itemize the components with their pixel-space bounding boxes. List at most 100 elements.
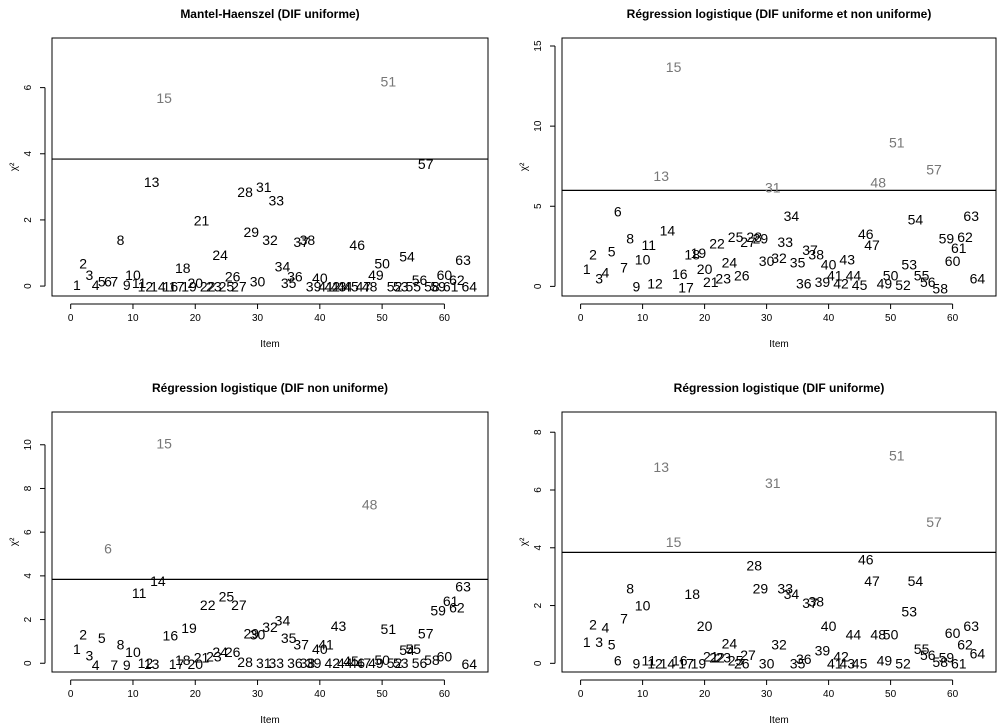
data-point-item-32: 32 — [262, 619, 278, 635]
data-point-item-29: 29 — [244, 626, 260, 642]
data-point-item-47: 47 — [864, 573, 880, 589]
data-point-item-42: 42 — [833, 648, 849, 664]
data-point-item-3: 3 — [85, 267, 93, 283]
data-point-item-24: 24 — [212, 247, 228, 263]
data-point-item-8: 8 — [626, 580, 634, 596]
data-point-item-8: 8 — [117, 636, 125, 652]
data-point-item-13: 13 — [144, 174, 160, 190]
data-point-item-49: 49 — [368, 655, 384, 671]
x-tick-label: 30 — [761, 689, 773, 700]
data-point-item-21: 21 — [194, 650, 210, 666]
y-tick-label: 2 — [23, 217, 34, 223]
data-point-item-22: 22 — [709, 235, 725, 251]
data-point-item-21: 21 — [703, 274, 719, 290]
data-point-item-51: 51 — [889, 134, 905, 150]
data-point-item-40: 40 — [312, 641, 328, 657]
x-axis-label: Item — [769, 339, 788, 350]
data-point-item-40: 40 — [821, 618, 837, 634]
data-point-item-13: 13 — [653, 459, 669, 475]
data-point-item-63: 63 — [455, 252, 471, 268]
y-tick-label: 0 — [533, 660, 544, 666]
data-point-item-11: 11 — [642, 237, 657, 253]
chart-title: Régression logistique (DIF uniforme) — [674, 381, 885, 395]
data-point-item-42: 42 — [833, 275, 849, 291]
data-point-item-41: 41 — [318, 636, 334, 652]
data-point-item-45: 45 — [343, 653, 359, 669]
y-tick-label: 2 — [533, 602, 544, 608]
x-tick-label: 40 — [823, 689, 835, 700]
data-point-item-11: 11 — [132, 275, 147, 291]
data-point-item-5: 5 — [98, 630, 106, 646]
data-point-item-53: 53 — [901, 603, 917, 619]
y-axis-label: χ² — [9, 537, 20, 546]
plot-frame — [561, 411, 997, 673]
data-point-item-8: 8 — [626, 231, 634, 247]
data-point-item-6: 6 — [104, 273, 112, 289]
data-point-item-22: 22 — [709, 650, 725, 666]
data-point-item-10: 10 — [635, 251, 651, 267]
x-tick-label: 50 — [885, 313, 897, 324]
data-point-item-26: 26 — [734, 655, 750, 671]
data-point-item-54: 54 — [399, 642, 415, 658]
data-point-item-47: 47 — [864, 237, 880, 253]
data-point-item-15: 15 — [666, 59, 682, 75]
data-point-item-44: 44 — [337, 655, 353, 671]
data-point-item-61: 61 — [951, 240, 967, 256]
data-point-item-60: 60 — [437, 267, 453, 283]
data-point-item-9: 9 — [633, 655, 641, 671]
data-point-item-46: 46 — [858, 551, 874, 567]
data-point-item-11: 11 — [642, 653, 657, 669]
data-point-item-40: 40 — [821, 256, 837, 272]
data-point-item-6: 6 — [614, 203, 622, 219]
data-point-item-58: 58 — [424, 652, 440, 668]
data-point-item-16: 16 — [163, 628, 179, 644]
data-point-item-1: 1 — [73, 277, 81, 293]
data-point-item-37: 37 — [802, 242, 818, 258]
data-point-item-25: 25 — [728, 229, 744, 245]
y-tick-label: 6 — [23, 84, 34, 90]
x-tick-label: 0 — [578, 689, 584, 700]
data-point-item-18: 18 — [175, 260, 191, 276]
data-point-item-22: 22 — [200, 278, 216, 294]
data-point-item-36: 36 — [796, 275, 812, 291]
data-point-item-46: 46 — [858, 226, 874, 242]
data-point-item-4: 4 — [602, 619, 610, 635]
data-point-item-38: 38 — [808, 247, 824, 263]
plot-frame — [51, 411, 489, 673]
data-point-item-6: 6 — [614, 653, 622, 669]
data-point-item-36: 36 — [796, 651, 812, 667]
data-point-item-8: 8 — [117, 232, 125, 248]
data-point-item-23: 23 — [206, 278, 222, 294]
data-point-item-51: 51 — [889, 447, 905, 463]
data-point-item-15: 15 — [666, 534, 682, 550]
chart-panel-3: Régression logistique (DIF non uniforme)… — [9, 381, 489, 726]
y-tick-label: 4 — [533, 545, 544, 551]
x-tick-label: 20 — [190, 689, 202, 700]
data-point-item-20: 20 — [697, 261, 713, 277]
x-tick-label: 40 — [314, 689, 326, 700]
chart-panel-2: Régression logistique (DIF uniforme et n… — [519, 7, 997, 350]
plot-frame — [51, 37, 489, 297]
data-point-item-51: 51 — [381, 73, 397, 89]
data-point-item-53: 53 — [393, 278, 409, 294]
chart-title: Régression logistique (DIF uniforme et n… — [627, 7, 932, 21]
data-point-item-35: 35 — [281, 630, 297, 646]
data-point-item-32: 32 — [262, 232, 278, 248]
x-tick-label: 0 — [578, 313, 584, 324]
data-point-item-19: 19 — [691, 245, 707, 261]
data-point-item-4: 4 — [92, 277, 100, 293]
data-point-item-35: 35 — [790, 255, 806, 271]
data-point-item-60: 60 — [945, 625, 961, 641]
y-tick-label: 0 — [23, 283, 34, 289]
data-point-item-45: 45 — [852, 277, 868, 293]
data-point-item-59: 59 — [430, 278, 446, 294]
data-point-item-43: 43 — [331, 618, 347, 634]
data-point-item-57: 57 — [418, 156, 434, 172]
x-axis-label: Item — [260, 715, 279, 726]
data-point-item-7: 7 — [620, 611, 628, 627]
data-point-item-42: 42 — [324, 278, 340, 294]
x-tick-label: 40 — [314, 313, 326, 324]
data-point-item-62: 62 — [449, 272, 465, 288]
data-point-item-34: 34 — [784, 586, 800, 602]
